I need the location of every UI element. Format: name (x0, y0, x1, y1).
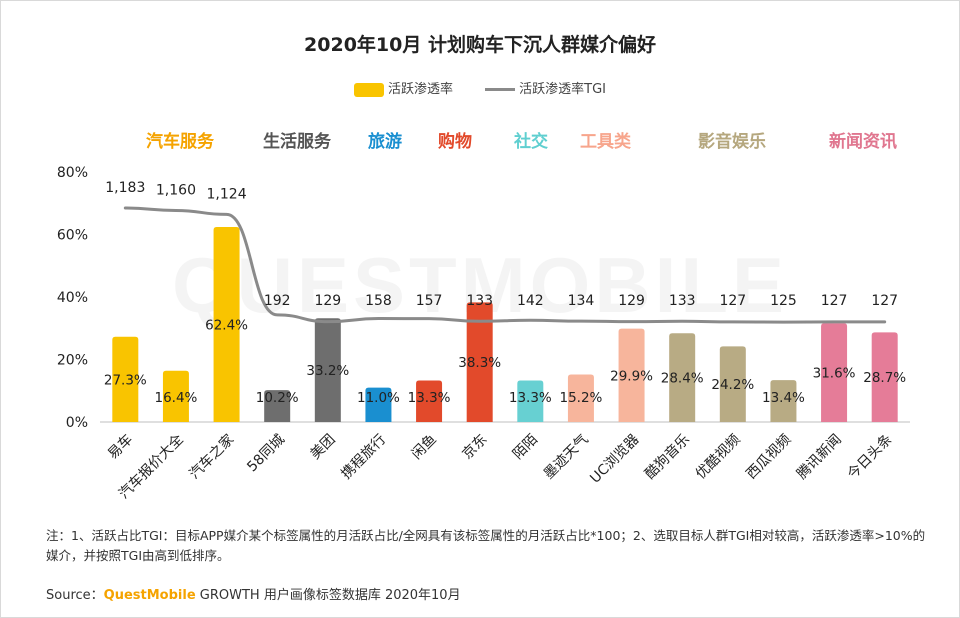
tgi-value-label: 134 (568, 293, 595, 309)
footnote: 注：1、活跃占比TGI：目标APP媒介某个标签属性的月活跃占比/全网具有该标签属… (46, 528, 926, 563)
bar-value-label: 13.3% (408, 390, 451, 406)
x-tick-label: 优酷视频 (693, 432, 744, 483)
y-tick-label: 0% (66, 415, 88, 431)
tgi-value-label: 133 (466, 293, 493, 309)
bar-value-label: 38.3% (458, 355, 501, 371)
tgi-value-label: 1,183 (105, 180, 145, 196)
y-tick-label: 40% (57, 290, 88, 306)
tgi-value-label: 192 (264, 293, 291, 309)
tgi-value-label: 125 (770, 293, 797, 309)
bar (466, 302, 493, 422)
chart-title: 2020年10月 计划购车下沉人群媒介偏好 (304, 34, 656, 56)
bar (770, 380, 797, 422)
bar (213, 227, 240, 422)
legend-bar: 活跃渗透率 (353, 78, 453, 97)
bar (517, 380, 544, 422)
legend-line-label: 活跃渗透率TGI (519, 82, 606, 97)
bar-value-label: 62.4% (205, 318, 248, 334)
bar-value-label: 13.3% (509, 390, 552, 406)
category-life-services: 生活服务 (263, 132, 331, 152)
x-tick-label: 西瓜视频 (743, 432, 794, 483)
y-tick-label: 60% (57, 228, 88, 244)
category-auto-services: 汽车服务 (146, 132, 214, 152)
tgi-value-label: 127 (719, 293, 746, 309)
bar-value-label: 28.7% (863, 370, 906, 386)
x-tick-label: 今日头条 (844, 431, 896, 483)
bar-value-label: 28.4% (661, 371, 704, 387)
tgi-value-label: 1,124 (207, 186, 247, 202)
bar (365, 387, 392, 422)
source-prefix: Source： (46, 588, 104, 603)
x-tick-label: 易车 (104, 431, 136, 463)
category-travel: 旅游 (368, 132, 402, 152)
x-tick-label: 58同城 (244, 432, 288, 476)
category-tools: 工具类 (580, 132, 631, 152)
bar-value-label: 15.2% (559, 390, 602, 406)
bar (112, 336, 139, 422)
tgi-line (123, 206, 887, 324)
bar (871, 332, 898, 422)
x-tick-label: 腾讯新闻 (793, 431, 845, 483)
tgi-value-label: 127 (871, 293, 898, 309)
tgi-value-label: 142 (517, 293, 544, 309)
bar-value-label: 29.9% (610, 368, 653, 384)
x-tick-label: 携程旅行 (338, 432, 389, 483)
bar-value-label: 31.6% (813, 366, 856, 382)
bar (264, 390, 291, 422)
x-tick-label: UC浏览器 (587, 432, 642, 487)
x-tick-label: 陌陌 (510, 432, 541, 463)
bar-value-label: 27.3% (104, 372, 147, 388)
bar-value-label: 10.2% (256, 390, 299, 406)
x-tick-label: 汽车之家 (186, 431, 238, 483)
bar (314, 318, 341, 422)
tgi-value-label: 129 (618, 293, 645, 309)
bar (162, 370, 189, 422)
source-line: Source：QuestMobile GROWTH 用户画像标签数据库 2020… (46, 584, 461, 603)
bar-value-label: 16.4% (154, 390, 197, 406)
bar (618, 328, 645, 422)
source-brand: QuestMobile (103, 588, 196, 603)
bar-value-label: 24.2% (711, 377, 754, 393)
tgi-value-label: 157 (416, 293, 443, 309)
bar (416, 380, 443, 422)
bar-value-label: 11.0% (357, 390, 400, 406)
legend-bar-label: 活跃渗透率 (387, 82, 453, 97)
bar (567, 374, 594, 422)
legend-line: 活跃渗透率TGI (485, 78, 606, 97)
x-tick-label: 墨迹天气 (541, 432, 592, 483)
tgi-value-label: 129 (314, 293, 341, 309)
y-tick-label: 80% (57, 165, 88, 181)
legend-line-swatch (485, 88, 516, 91)
x-tick-label: 闲鱼 (408, 431, 440, 463)
category-social: 社交 (514, 132, 548, 152)
category-av-entertainment: 影音娱乐 (698, 132, 766, 152)
bar (669, 333, 696, 422)
legend-bar-swatch (353, 82, 384, 97)
tgi-value-label: 158 (365, 293, 392, 309)
bar (821, 323, 848, 422)
bar-value-label: 33.2% (306, 363, 349, 379)
category-news: 新闻资讯 (829, 132, 897, 152)
x-tick-label: 美团 (308, 432, 339, 463)
chart-legend: 活跃渗透率 活跃渗透率TGI (0, 78, 960, 97)
tgi-value-label: 127 (821, 293, 848, 309)
tgi-value-label: 1,160 (156, 182, 196, 198)
source-rest: GROWTH 用户画像标签数据库 2020年10月 (195, 588, 461, 603)
x-tick-label: 酷狗音乐 (641, 431, 693, 483)
bar-value-label: 13.4% (762, 390, 805, 406)
tgi-value-label: 133 (669, 293, 696, 309)
category-shopping: 购物 (438, 132, 472, 152)
bar (719, 346, 746, 422)
x-tick-label: 京东 (459, 432, 490, 463)
y-tick-label: 20% (57, 353, 88, 369)
